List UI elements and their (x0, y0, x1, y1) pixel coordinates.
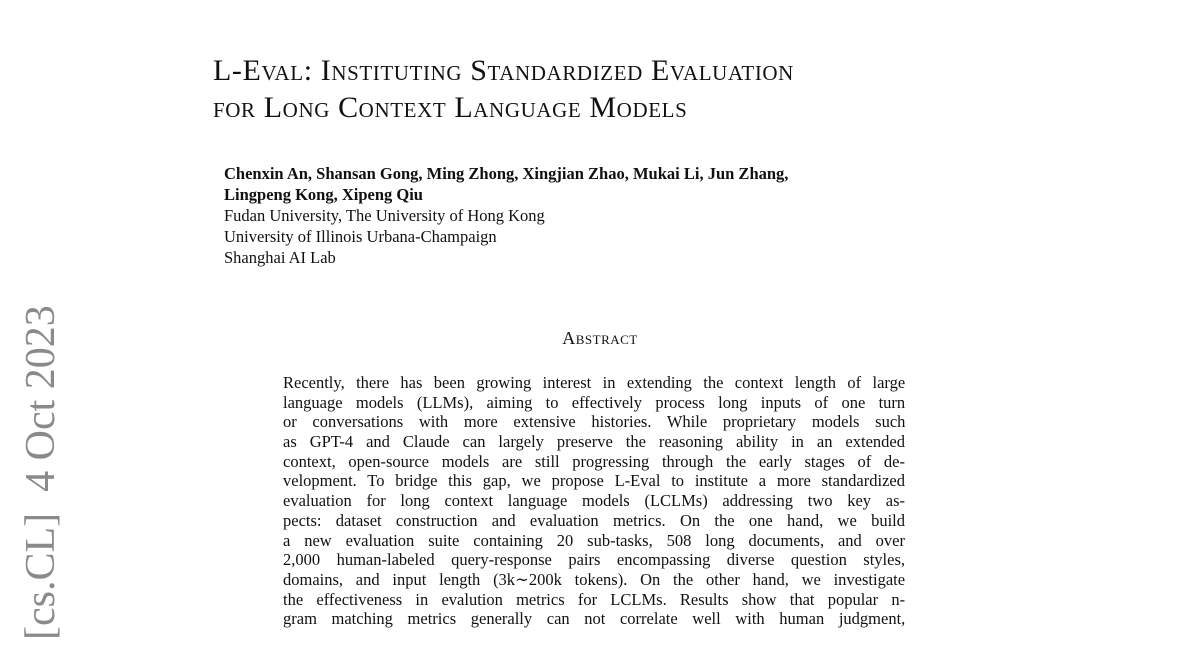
abstract-line: a new evaluation suite containing 20 sub… (283, 530, 905, 550)
affiliation: Fudan University, The University of Hong… (224, 206, 545, 225)
abstract-line: the effectiveness in evalution metrics f… (283, 589, 906, 609)
author-block: Chenxin An, Shansan Gong, Ming Zhong, Xi… (224, 163, 788, 268)
author-names-line-2: Lingpeng Kong, Xipeng Qiu (224, 185, 423, 204)
abstract-line: as GPT-4 and Claude can largely preserve… (283, 432, 905, 452)
abstract-line: context, open-source models are still pr… (283, 451, 905, 471)
arxiv-stamp: [cs.CL] 4 Oct 2023 (18, 305, 64, 640)
paper-title-line-2: for Long Context Language Models (213, 91, 688, 124)
abstract-line: language models (LLMs), aiming to effect… (283, 392, 906, 412)
abstract-body: Recently, there has been growing interes… (283, 373, 905, 629)
paper-title-line-1: L-Eval: Instituting Standardized Evaluat… (213, 54, 794, 87)
abstract-line: evaluation for long context language mod… (283, 491, 905, 511)
author-names-line-1: Chenxin An, Shansan Gong, Ming Zhong, Xi… (224, 164, 789, 183)
abstract-line: or conversations with more extensive his… (283, 412, 906, 432)
affiliation: Shanghai AI Lab (224, 248, 336, 267)
affiliation: University of Illinois Urbana-Champaign (224, 227, 497, 246)
abstract-heading: Abstract (562, 328, 638, 348)
abstract-line: Recently, there has been growing interes… (283, 373, 906, 392)
abstract-line: velopment. To bridge this gap, we propos… (283, 471, 905, 491)
abstract-line: gram matching metrics generally can not … (283, 609, 906, 629)
abstract-line: domains, and input length (3k∼200k token… (283, 569, 906, 589)
abstract-line: 2,000 human-labeled query-response pairs… (283, 550, 905, 570)
abstract-line: pects: dataset construction and evaluati… (283, 510, 905, 530)
